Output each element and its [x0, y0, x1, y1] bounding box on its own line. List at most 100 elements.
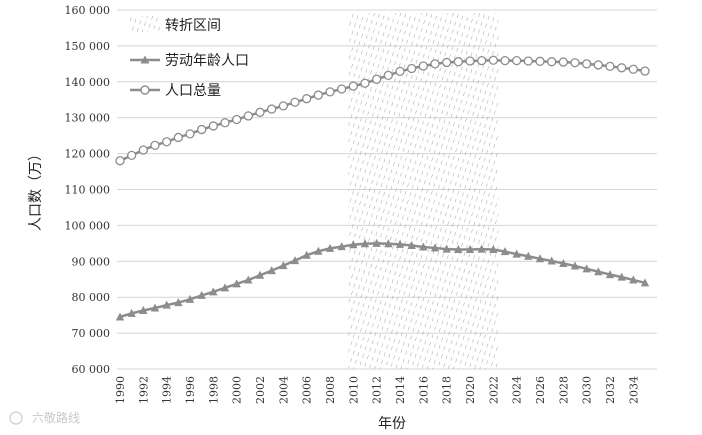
data-point [232, 114, 242, 125]
data-point [267, 104, 277, 114]
y-tick-label: 130 000 [65, 112, 111, 125]
data-point [558, 57, 568, 67]
legend-label-total: 人口总量 [165, 83, 221, 99]
data-point [150, 303, 160, 312]
data-point [628, 64, 638, 74]
x-tick-label: 2032 [604, 376, 617, 404]
data-point [185, 129, 195, 139]
data-point [209, 287, 218, 296]
y-axis-title: 人口数（万） [28, 147, 44, 231]
series-line [119, 59, 646, 162]
series-line [119, 242, 646, 319]
data-point [430, 243, 440, 252]
data-point [523, 56, 533, 66]
data-point [267, 266, 276, 275]
data-point [582, 264, 591, 273]
x-tick-label: 2014 [394, 376, 407, 404]
x-tick-label: 1990 [114, 376, 127, 404]
transition-region [348, 13, 499, 369]
data-point [255, 107, 265, 117]
data-point [524, 251, 533, 260]
data-point [302, 94, 312, 104]
data-point [605, 61, 615, 72]
y-tick-label: 150 000 [65, 40, 111, 53]
x-tick-label: 2030 [581, 376, 594, 404]
x-tick-label: 2026 [534, 376, 547, 404]
data-point [325, 243, 335, 252]
y-tick-label: 70 000 [72, 327, 111, 340]
data-point [593, 60, 603, 70]
data-point [243, 111, 253, 121]
legend: 转折区间 劳动年龄人口 人口总量 [130, 16, 249, 99]
data-point [290, 97, 300, 107]
legend-label-transition: 转折区间 [165, 18, 221, 34]
x-axis-ticks: 1990 1992 1994 1996 1998 2000 2002 2004 2006 2008… [114, 376, 640, 404]
data-point [127, 308, 136, 317]
x-tick-label: 2024 [511, 376, 524, 404]
data-point [162, 137, 172, 147]
data-point [384, 239, 393, 248]
data-point [313, 90, 323, 100]
y-tick-label: 100 000 [65, 219, 111, 232]
data-point [220, 283, 230, 292]
data-point [547, 57, 557, 67]
data-point [290, 256, 300, 265]
data-point [477, 55, 487, 66]
data-point [617, 272, 626, 281]
data-point [372, 74, 382, 84]
y-tick-label: 160 000 [65, 4, 111, 17]
data-point [279, 261, 288, 270]
data-point [535, 254, 545, 263]
legend-swatch-total-marker [140, 85, 150, 95]
watermark-text: 六敬路线 [32, 410, 80, 425]
data-point [395, 239, 405, 248]
data-point [115, 312, 125, 321]
data-point [185, 294, 195, 303]
data-point [465, 244, 475, 253]
data-point [220, 118, 230, 128]
x-tick-label: 2002 [254, 376, 267, 404]
x-tick-label: 2006 [301, 376, 314, 404]
y-axis-ticks: 60 000 70 000 80 000 90 000 100 000 110 000 12… [65, 4, 111, 376]
y-tick-label: 110 000 [65, 184, 111, 197]
data-point [489, 244, 498, 253]
data-point [360, 78, 370, 88]
data-point [348, 81, 358, 91]
shaded-region-rect [348, 13, 499, 369]
x-axis-title: 年份 [378, 416, 406, 432]
data-point [547, 256, 556, 265]
data-point [488, 55, 498, 65]
x-tick-label: 2016 [417, 376, 430, 404]
data-point [617, 63, 627, 73]
data-point [337, 84, 347, 94]
data-point [174, 298, 183, 307]
data-point [570, 261, 580, 270]
data-point [453, 57, 463, 67]
x-tick-label: 2022 [487, 376, 500, 404]
x-tick-label: 2018 [441, 376, 454, 404]
series-labor [115, 238, 650, 321]
data-point [442, 57, 452, 68]
data-point [278, 101, 288, 111]
data-point [325, 87, 335, 97]
x-tick-label: 2028 [557, 376, 570, 404]
data-point [559, 258, 568, 267]
y-tick-label: 120 000 [65, 148, 111, 161]
data-point [208, 121, 218, 131]
data-point [395, 66, 405, 77]
data-point [465, 56, 475, 66]
x-tick-label: 1994 [161, 376, 174, 404]
x-tick-label: 1992 [137, 376, 150, 404]
x-tick-label: 2020 [464, 376, 477, 404]
legend-swatch-transition [130, 16, 160, 32]
data-point [139, 305, 148, 314]
y-tick-label: 90 000 [72, 255, 111, 268]
y-tick-label: 140 000 [65, 76, 111, 89]
data-point [383, 70, 393, 80]
data-point [512, 249, 521, 258]
data-point [442, 244, 451, 253]
data-point [372, 238, 381, 247]
data-point [302, 250, 311, 259]
data-point [255, 270, 265, 279]
x-tick-label: 2012 [371, 376, 384, 404]
